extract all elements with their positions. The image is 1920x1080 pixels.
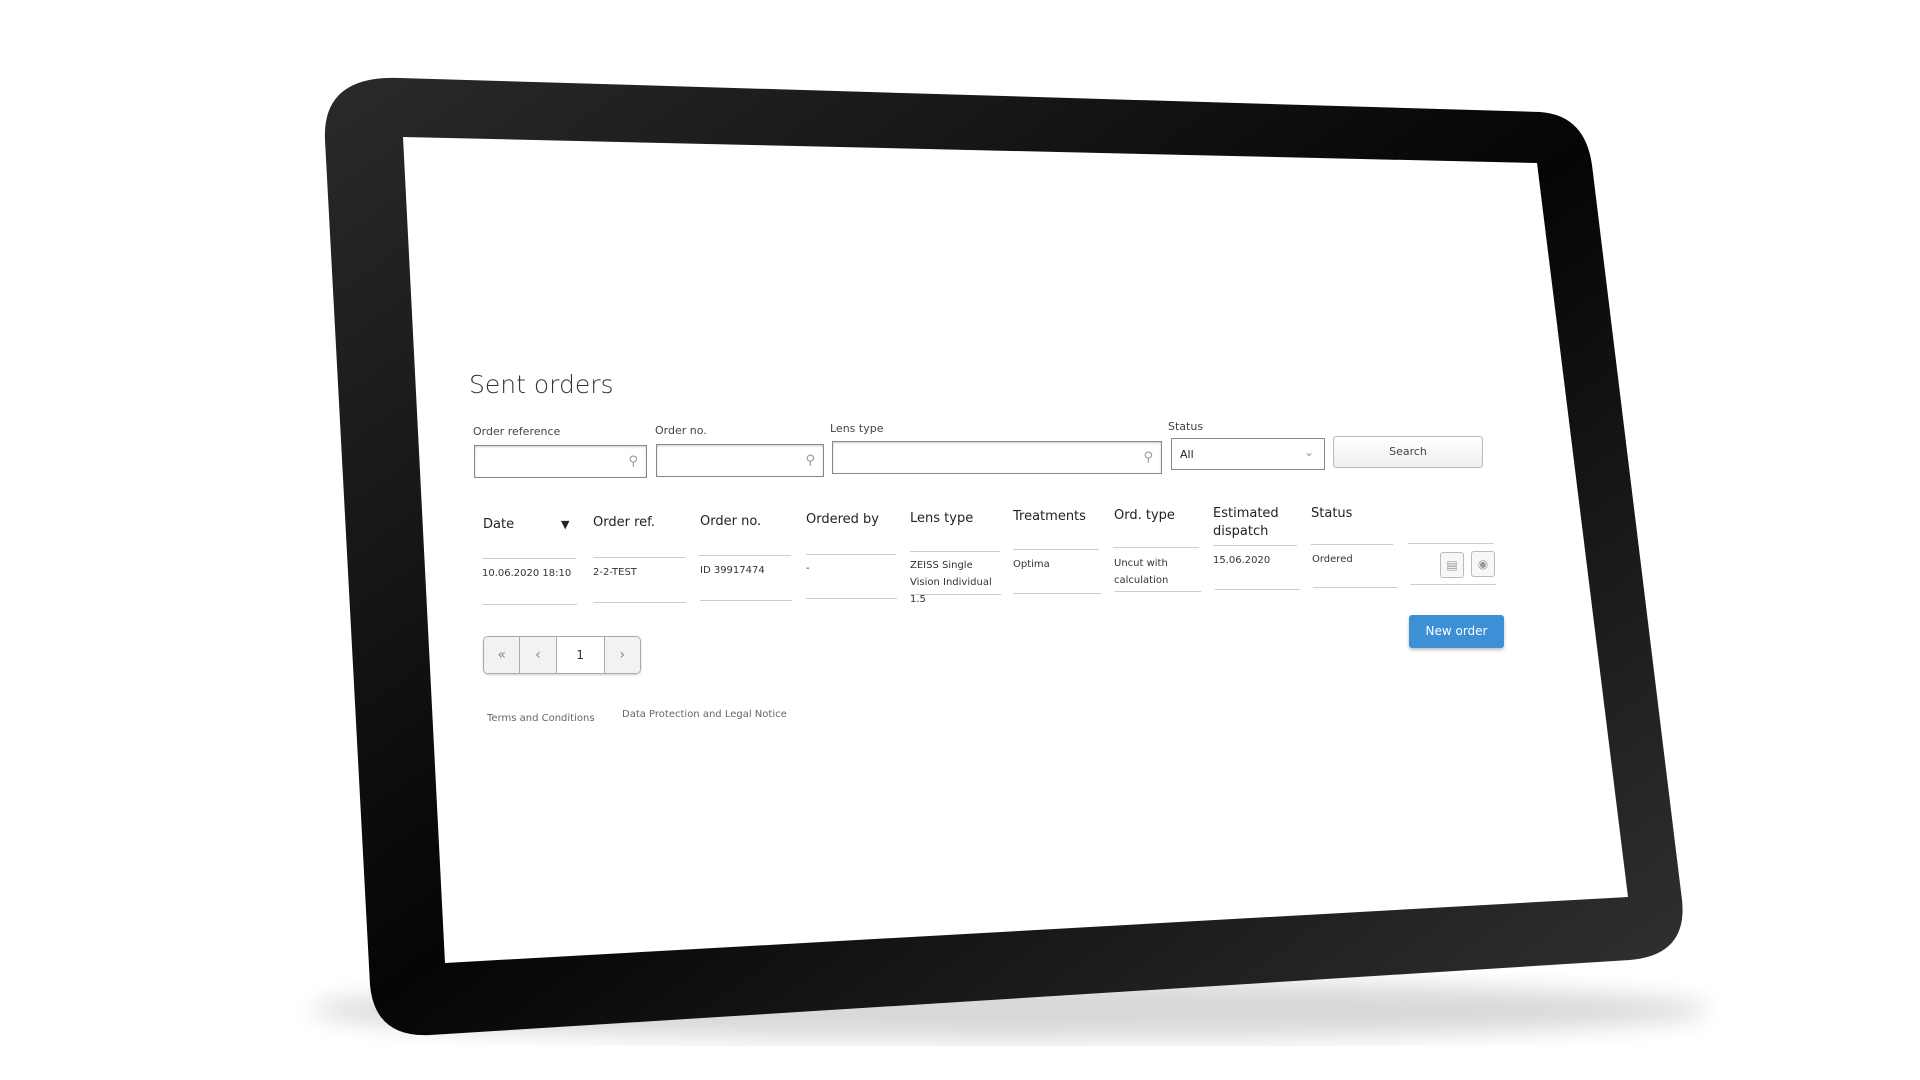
header-ord-type[interactable]: Ord. type — [1114, 508, 1175, 523]
cell-date: 10.06.2020 18:10 — [482, 568, 572, 579]
tablet-screen — [403, 137, 1628, 963]
header-date[interactable]: Date — [483, 517, 515, 532]
header-order-ref[interactable]: Order ref. — [593, 515, 655, 530]
search-button[interactable]: Search — [1333, 436, 1483, 468]
cell-ordered-by: - — [806, 563, 810, 574]
document-icon[interactable]: ▤ — [1440, 552, 1464, 578]
cell-lens-type: ZEISS Single Vision Individual 1.5 — [910, 560, 992, 605]
current-page[interactable]: 1 — [556, 637, 605, 673]
terms-link[interactable]: Terms and Conditions — [487, 713, 595, 724]
privacy-link[interactable]: Data Protection and Legal Notice — [622, 709, 787, 720]
status-select-value: All — [1180, 448, 1194, 461]
cell-treatments: Optima — [1013, 559, 1050, 570]
header-treatments[interactable]: Treatments — [1013, 509, 1086, 524]
cell-status: Ordered — [1312, 554, 1353, 565]
header-order-no[interactable]: Order no. — [700, 514, 762, 529]
pagination: « ‹ 1 › — [483, 636, 641, 674]
cell-ord-type: Uncut with calculation — [1114, 558, 1169, 586]
new-order-button[interactable]: New order — [1409, 615, 1504, 648]
order-no-label: Order no. — [655, 424, 707, 437]
lens-type-input[interactable]: ⚲ — [832, 441, 1162, 474]
order-no-input[interactable]: ⚲ — [656, 444, 824, 477]
sort-desc-icon[interactable]: ▼ — [561, 518, 570, 531]
status-select[interactable]: All ⌄ — [1171, 438, 1325, 470]
order-reference-label: Order reference — [473, 425, 561, 438]
search-icon: ⚲ — [805, 453, 815, 468]
search-icon: ⚲ — [628, 454, 638, 469]
next-page-button[interactable]: › — [604, 637, 640, 673]
header-lens-type[interactable]: Lens type — [910, 511, 974, 526]
header-status[interactable]: Status — [1311, 506, 1353, 521]
prev-page-button[interactable]: ‹ — [520, 637, 557, 673]
status-label: Status — [1168, 420, 1204, 433]
lens-type-label: Lens type — [830, 422, 884, 435]
cell-estimated-dispatch: 15.06.2020 — [1213, 555, 1271, 566]
header-ordered-by[interactable]: Ordered by — [806, 512, 879, 527]
chevron-down-icon: ⌄ — [1303, 445, 1314, 459]
cell-order-no: ID 39917474 — [700, 565, 765, 576]
search-icon: ⚲ — [1143, 450, 1153, 465]
first-page-button[interactable]: « — [484, 637, 521, 673]
header-estimated-dispatch[interactable]: Estimated dispatch — [1213, 506, 1279, 539]
page-title: Sent orders — [469, 370, 614, 399]
order-reference-input[interactable]: ⚲ — [474, 445, 647, 478]
eye-icon[interactable]: ◉ — [1471, 551, 1495, 577]
cell-order-ref: 2-2-TEST — [593, 567, 637, 578]
